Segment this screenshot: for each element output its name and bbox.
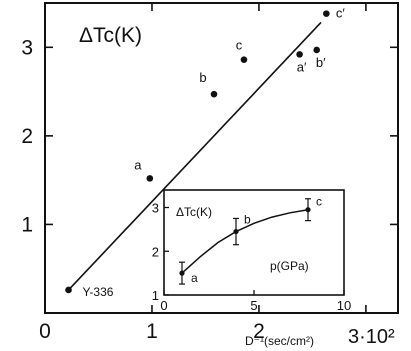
inset-x-tick-label: 5 xyxy=(250,298,257,313)
inset-point-label: b xyxy=(244,213,251,227)
main-data-point xyxy=(65,286,72,294)
main-fit-line xyxy=(67,21,322,291)
inset-data-point xyxy=(179,270,185,276)
main-data-point xyxy=(313,46,321,54)
main-data-point xyxy=(323,10,330,17)
main-data-point xyxy=(210,90,218,98)
main-point-label: a′ xyxy=(297,59,307,74)
main-x-axis-label: D⁻¹(sec/cm²) xyxy=(245,334,314,348)
main-x-tick-label: 0 xyxy=(39,320,51,343)
inset-data-point xyxy=(233,228,239,235)
inset-point-label: c xyxy=(316,195,322,209)
main-point-label: Y-336 xyxy=(83,285,114,299)
main-data-point xyxy=(146,175,154,182)
inset-x-tick-label: 10 xyxy=(337,298,351,313)
inset-chart-title: ΔTc(K) xyxy=(176,205,212,219)
main-y-tick-label: 2 xyxy=(21,125,33,148)
inset-y-ticks: 1 2 3 xyxy=(152,201,169,303)
main-point-label: c′ xyxy=(336,6,346,21)
inset-x-ticks: 0 5 10 xyxy=(160,290,351,313)
main-point-label: a xyxy=(134,157,142,172)
inset-point-label: a xyxy=(191,271,198,285)
main-data-points: Y-336 a b c a′ b′ c′ xyxy=(65,6,345,299)
inset-data-points: a b c xyxy=(179,195,322,285)
inset-chart: 0 5 10 1 2 3 a b c ΔTc(K) p(GPa) xyxy=(152,189,351,313)
main-y-tick-label: 3 xyxy=(21,36,33,59)
inset-x-axis-label: p(GPa) xyxy=(270,259,309,273)
inset-x-tick-label: 0 xyxy=(160,298,167,313)
main-point-label: b xyxy=(199,70,206,85)
main-chart-title: ΔTc(K) xyxy=(79,24,142,47)
inset-y-tick-label: 2 xyxy=(152,244,159,259)
inset-y-tick-label: 3 xyxy=(152,201,159,216)
inset-trend-curve xyxy=(181,208,309,274)
inset-y-tick-label: 1 xyxy=(152,288,159,303)
main-data-point xyxy=(240,56,248,63)
main-x-tick-label: 1 xyxy=(146,320,158,343)
main-plot-frame xyxy=(44,2,399,314)
main-point-label: b′ xyxy=(316,55,326,70)
main-x-multiplier-label: 3·10² xyxy=(348,326,395,348)
main-y-tick-label: 1 xyxy=(21,213,33,236)
main-x-tick-label: 2 xyxy=(253,320,265,343)
inset-data-point xyxy=(305,207,311,213)
main-point-label: c xyxy=(236,38,243,53)
main-y-ticks: 1 2 3 xyxy=(21,36,398,236)
main-data-point xyxy=(296,51,303,58)
